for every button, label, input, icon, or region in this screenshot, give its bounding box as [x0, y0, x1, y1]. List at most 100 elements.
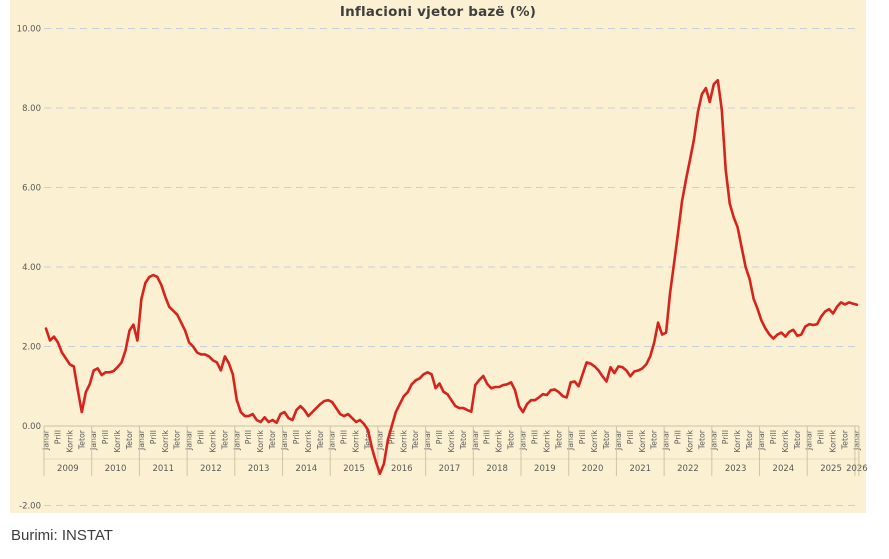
month-tick-label: Korrik: [781, 430, 790, 453]
month-tick-label: Tetor: [268, 429, 277, 450]
month-tick-label: Janar: [566, 429, 575, 451]
month-tick-label: Prill: [197, 430, 206, 444]
year-label: 2009: [57, 464, 79, 474]
year-label: 2010: [105, 464, 127, 474]
month-tick-label: Prill: [817, 430, 826, 444]
month-tick-label: Korrik: [304, 430, 313, 453]
month-tick-label: Janar: [328, 429, 337, 451]
month-tick-label: Tetor: [125, 429, 134, 450]
month-tick-label: Korrik: [685, 430, 694, 453]
month-tick-label: Korrik: [161, 430, 170, 453]
month-tick-label: Tetor: [745, 429, 754, 450]
month-tick-label: Prill: [674, 430, 683, 444]
month-tick-label: Tetor: [173, 429, 182, 450]
year-label: 2014: [296, 464, 318, 474]
month-tick-label: Korrik: [447, 430, 456, 453]
month-tick-label: Tetor: [650, 429, 659, 450]
year-label: 2024: [773, 464, 795, 474]
month-tick-label: Janar: [137, 429, 146, 451]
month-tick-label: Prill: [483, 430, 492, 444]
month-tick-label: Janar: [471, 429, 480, 451]
chart-title: Inflacioni vjetor bazë (%): [339, 4, 537, 20]
year-label: 2019: [534, 464, 556, 474]
chart-panel: [10, 0, 866, 513]
month-tick-label: Tetor: [507, 429, 516, 450]
year-label: 2021: [629, 464, 651, 474]
month-tick-label: Prill: [149, 430, 158, 444]
year-label: 2011: [152, 464, 174, 474]
month-tick-label: Janar: [614, 429, 623, 451]
month-tick-label: Prill: [387, 430, 396, 444]
month-tick-label: Janar: [757, 429, 766, 451]
month-tick-label: Janar: [185, 429, 194, 451]
y-tick-label: 10.00: [17, 25, 41, 35]
month-tick-label: Janar: [232, 429, 241, 451]
month-tick-label: Janar: [662, 429, 671, 451]
month-tick-label: Prill: [626, 430, 635, 444]
year-label: 2022: [677, 464, 699, 474]
year-label: 2016: [391, 464, 413, 474]
month-tick-label: Tetor: [554, 429, 563, 450]
month-tick-label: Korrik: [65, 430, 74, 453]
month-tick-label: Tetor: [793, 429, 802, 450]
source-label: Burimi: INSTAT: [11, 527, 113, 544]
month-tick-label: Korrik: [113, 430, 122, 453]
month-tick-label: Prill: [292, 430, 301, 444]
inflation-line-series: [44, 78, 859, 476]
y-tick-label: 2.00: [22, 343, 41, 353]
year-label: 2012: [200, 464, 222, 474]
month-tick-label: Prill: [101, 430, 110, 444]
month-tick-label: Tetor: [411, 429, 420, 450]
y-tick-label: 4.00: [22, 263, 41, 273]
month-tick-label: Korrik: [733, 430, 742, 453]
y-tick-label: 0.00: [22, 422, 41, 432]
month-tick-label: Prill: [340, 430, 349, 444]
month-tick-label: Janar: [375, 429, 384, 451]
y-tick-label: -2.00: [19, 502, 41, 512]
month-tick-label: Tetor: [697, 429, 706, 450]
month-tick-label: Korrik: [829, 430, 838, 453]
month-tick-label: Tetor: [77, 429, 86, 450]
month-tick-label: Prill: [435, 430, 444, 444]
month-tick-label: Prill: [721, 430, 730, 444]
month-tick-label: Tetor: [220, 429, 229, 450]
month-tick-label: Tetor: [602, 429, 611, 450]
year-label: 2015: [343, 464, 365, 474]
month-tick-label: Korrik: [495, 430, 504, 453]
month-tick-label: Korrik: [590, 430, 599, 453]
month-tick-label: Janar: [852, 429, 861, 451]
month-tick-label: Prill: [578, 430, 587, 444]
month-tick-label: Janar: [805, 429, 814, 451]
month-tick-label: Tetor: [459, 429, 468, 450]
month-tick-label: Prill: [769, 430, 778, 444]
year-label: 2023: [725, 464, 747, 474]
year-label: 2026: [846, 464, 868, 474]
month-tick-label: Janar: [519, 429, 528, 451]
month-tick-label: Tetor: [840, 429, 849, 450]
month-tick-label: Prill: [53, 430, 62, 444]
month-tick-label: Korrik: [208, 430, 217, 453]
month-tick-label: Tetor: [363, 429, 372, 450]
y-tick-label: 8.00: [22, 104, 41, 114]
month-tick-label: Prill: [244, 430, 253, 444]
month-tick-label: Korrik: [399, 430, 408, 453]
month-tick-label: Janar: [280, 429, 289, 451]
month-tick-label: Janar: [709, 429, 718, 451]
month-tick-label: Korrik: [542, 430, 551, 453]
month-tick-label: Korrik: [352, 430, 361, 453]
month-tick-label: Tetor: [316, 429, 325, 450]
year-label: 2018: [486, 464, 508, 474]
month-tick-label: Janar: [89, 429, 98, 451]
year-label: 2020: [582, 464, 604, 474]
year-label: 2013: [248, 464, 270, 474]
month-tick-label: Janar: [42, 429, 51, 451]
year-label: 2025: [820, 464, 842, 474]
month-tick-label: Prill: [530, 430, 539, 444]
month-tick-label: Janar: [423, 429, 432, 451]
month-tick-label: Korrik: [256, 430, 265, 453]
month-tick-label: Korrik: [638, 430, 647, 453]
y-tick-label: 6.00: [22, 184, 41, 194]
year-label: 2017: [439, 464, 461, 474]
